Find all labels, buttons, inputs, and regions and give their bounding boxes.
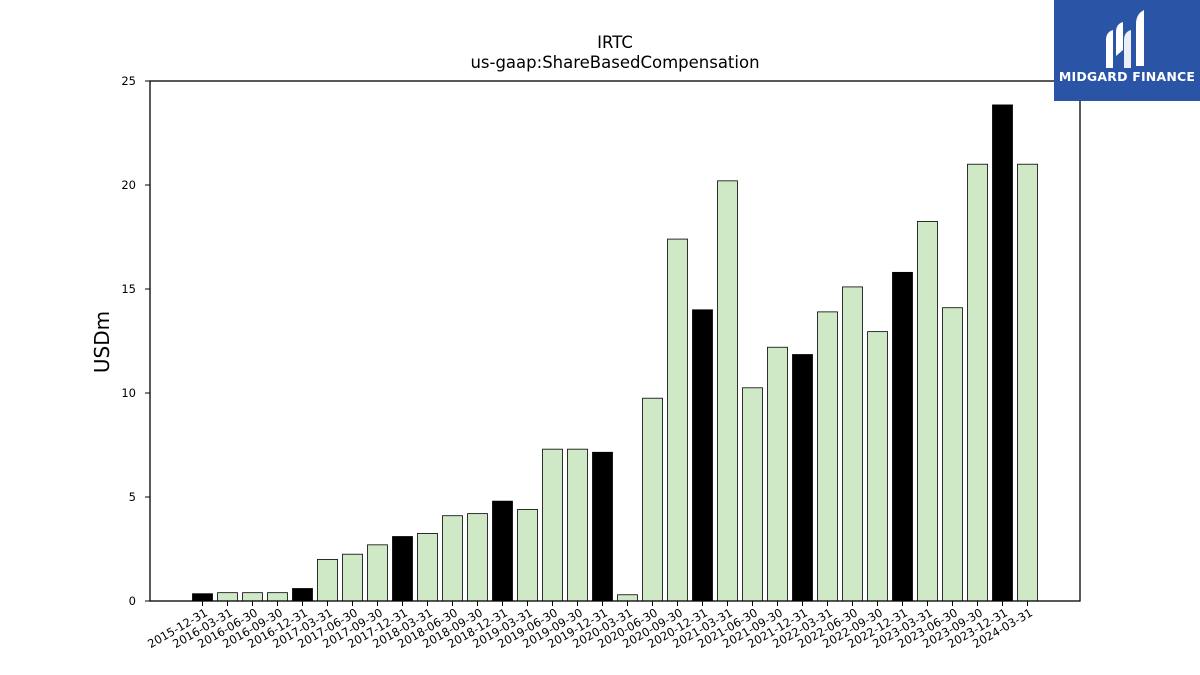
bar-2018-03-31 <box>417 533 438 602</box>
bar-2023-06-30 <box>942 307 963 602</box>
bar-2022-12-31 <box>892 271 913 602</box>
plot-frame <box>149 80 1081 602</box>
bar-2021-12-31 <box>792 354 813 602</box>
midgard-logo-icon <box>1106 10 1144 68</box>
bar-2019-12-31 <box>592 451 613 602</box>
bar-2020-03-31 <box>617 594 638 602</box>
y-tick-label: 20 <box>121 178 136 192</box>
bar-2020-06-30 <box>642 397 663 602</box>
bar-2016-12-31 <box>292 588 313 602</box>
bar-2017-09-30 <box>367 544 388 602</box>
y-tick-label: 25 <box>121 74 136 88</box>
bar-2023-09-30 <box>967 163 988 602</box>
bar-2022-06-30 <box>842 286 863 602</box>
y-axis-label: USDm <box>90 311 114 373</box>
chart-title: IRTC <box>597 33 633 52</box>
y-tick-label: 5 <box>129 490 136 504</box>
bar-2017-12-31 <box>392 536 413 602</box>
y-tick-label: 0 <box>129 594 136 608</box>
bar-2022-09-30 <box>867 331 888 602</box>
y-tick-label: 15 <box>121 282 136 296</box>
midgard-finance-logo: MIDGARD FINANCE <box>1054 0 1200 101</box>
bar-2016-06-30 <box>242 592 263 602</box>
bar-2016-09-30 <box>267 592 288 602</box>
bar-2018-09-30 <box>467 513 488 602</box>
bar-2023-12-31 <box>992 104 1013 602</box>
bar-2021-06-30 <box>742 387 763 602</box>
bar-2022-03-31 <box>817 311 838 602</box>
bar-2019-06-30 <box>542 448 563 602</box>
bar-2021-09-30 <box>767 346 788 602</box>
bar-2020-09-30 <box>667 238 688 602</box>
bar-2016-03-31 <box>217 592 238 602</box>
bar-2023-03-31 <box>917 220 938 602</box>
y-axis-ticks: 0 5 10 15 20 25 <box>121 74 150 608</box>
bar-2015-12-31 <box>192 593 213 602</box>
bar-2017-03-31 <box>317 559 338 602</box>
y-tick-label: 10 <box>121 386 136 400</box>
bar-2021-03-31 <box>717 180 738 602</box>
bars-group <box>192 104 1038 602</box>
logo-text: MIDGARD FINANCE <box>1058 69 1196 84</box>
chart-subtitle: us-gaap:ShareBasedCompensation <box>470 53 759 72</box>
bar-2018-06-30 <box>442 515 463 602</box>
bar-2017-06-30 <box>342 553 363 602</box>
x-axis-ticks: 2015-12-312016-03-312016-06-302016-09-30… <box>145 601 1035 651</box>
bar-2020-12-31 <box>692 309 713 602</box>
bar-2018-12-31 <box>492 500 513 602</box>
bar-2024-03-31 <box>1017 163 1038 602</box>
bar-2019-03-31 <box>517 509 538 602</box>
bar-2019-09-30 <box>567 448 588 602</box>
